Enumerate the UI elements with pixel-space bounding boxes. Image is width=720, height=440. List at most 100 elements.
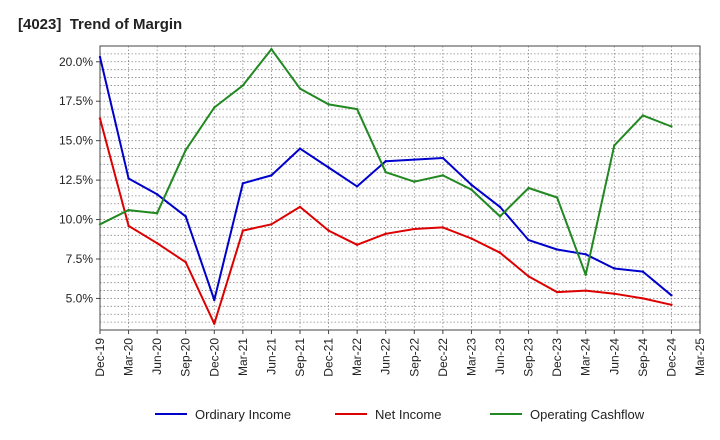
data-point [670,125,673,128]
data-point [470,237,473,240]
data-point [355,107,359,111]
y-tick-label: 20.0% [59,55,93,69]
data-point [413,180,416,183]
data-point [670,294,673,297]
data-point [327,103,330,106]
x-tick-label: Dec-19 [93,338,107,377]
x-tick-label: Sep-22 [407,338,421,377]
data-point [270,174,273,177]
data-point [298,147,302,150]
data-point [441,174,445,177]
data-point [184,148,187,152]
x-tick-label: Mar-24 [579,338,593,376]
x-tick-label: Sep-23 [522,338,536,377]
x-tick-label: Dec-21 [322,338,336,377]
data-point [670,303,673,306]
y-axis-ticks: 5.0% 7.5% 10.0% 12.5% 15.0% 17.5% 20.0% [59,55,100,305]
x-axis-ticks: Dec-19 Mar-20 Jun-20 Sep-20 Dec-20 Mar-21 Jun-… [93,330,707,377]
y-tick-label: 5.0% [66,291,94,305]
data-point [384,159,387,163]
y-tick-label: 17.5% [59,94,93,108]
data-point [527,275,530,278]
grid-lines [99,45,701,331]
data-point [498,215,502,218]
x-tick-label: Sep-20 [179,338,193,377]
data-point [584,273,587,276]
data-point [441,156,445,160]
x-tick-label: Sep-24 [636,338,650,377]
x-tick-label: Dec-23 [550,338,564,377]
x-tick-label: Mar-22 [350,338,364,376]
x-tick-label: Mar-25 [693,338,707,376]
x-tick-label: Dec-24 [664,338,678,377]
x-tick-label: Sep-21 [293,338,307,377]
data-point [498,251,502,254]
data-point [98,117,102,120]
data-point [241,229,245,232]
x-tick-label: Jun-20 [150,338,164,375]
legend-label: Net Income [375,407,441,422]
data-point [613,144,616,147]
data-point [584,253,587,256]
data-point [498,205,502,209]
data-point [155,193,159,196]
data-point [413,227,416,231]
data-point [270,223,273,226]
data-point [327,229,330,232]
data-point [98,55,102,59]
y-tick-label: 12.5% [59,173,93,187]
data-point [213,298,216,302]
data-point [270,47,273,51]
data-point [384,232,387,235]
data-point [298,87,302,90]
data-point [613,267,616,270]
data-point [98,223,102,226]
x-tick-label: Dec-22 [436,338,450,377]
x-tick-label: Mar-20 [122,338,136,376]
x-tick-label: Mar-23 [464,338,478,376]
data-point [127,208,130,212]
y-tick-label: 7.5% [66,252,94,266]
data-point [470,188,473,191]
x-tick-label: Jun-24 [607,338,621,375]
x-tick-label: Dec-20 [207,338,221,377]
data-point [613,292,616,295]
data-point [384,171,387,174]
data-point [298,205,302,209]
data-point [584,289,587,292]
data-point [241,182,245,185]
data-point [184,260,187,264]
data-point [641,114,645,117]
data-point [555,248,559,251]
data-point [327,166,330,169]
x-tick-label: Mar-21 [236,338,250,376]
data-point [641,270,645,273]
chart-title: [4023] Trend of Margin [18,16,183,33]
x-tick-label: Jun-23 [493,338,507,375]
y-tick-label: 15.0% [59,134,93,148]
data-point [155,242,159,245]
data-point [641,297,645,300]
data-point [213,106,216,109]
data-point [127,177,130,180]
series-lines [98,47,673,325]
legend: Ordinary Income Net Income Operating Cashf… [155,407,645,422]
data-point [241,84,245,87]
data-point [355,185,359,188]
data-point [127,224,130,228]
x-tick-label: Jun-22 [379,338,393,375]
data-point [213,322,216,325]
legend-label: Ordinary Income [195,407,291,422]
data-point [527,238,530,242]
data-point [441,226,445,229]
legend-label: Operating Cashflow [530,407,645,422]
data-point [155,212,159,215]
plot-area-frame [99,45,701,331]
x-tick-label: Jun-21 [264,338,278,375]
y-tick-label: 10.0% [59,213,93,227]
data-point [355,243,359,246]
data-point [555,290,559,294]
data-point [470,183,473,187]
data-point [527,186,530,190]
